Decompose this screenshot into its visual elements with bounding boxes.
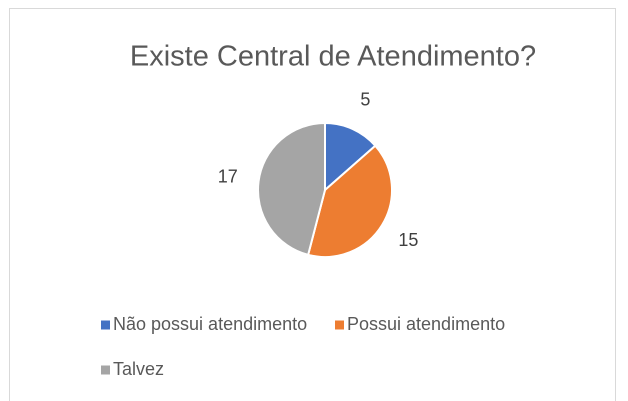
legend-swatch — [335, 320, 344, 330]
legend-label: Possui atendimento — [347, 314, 505, 334]
legend-label: Não possui atendimento — [113, 314, 307, 334]
pie-slice — [306, 144, 393, 258]
data-label: 5 — [360, 89, 370, 109]
legend-label: Talvez — [113, 359, 164, 379]
pie-slice — [324, 121, 377, 193]
chart-title: Existe Central de Atendimento? — [130, 41, 536, 73]
data-label: 17 — [218, 166, 238, 186]
pie-slice — [257, 121, 326, 257]
data-label: 15 — [398, 230, 418, 250]
legend-swatch — [101, 320, 110, 330]
legend-swatch — [101, 365, 110, 375]
